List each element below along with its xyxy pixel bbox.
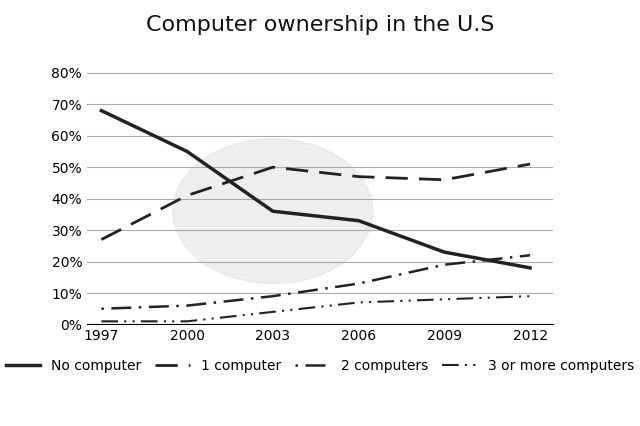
- Ellipse shape: [173, 139, 373, 284]
- Title: Computer ownership in the U.S: Computer ownership in the U.S: [146, 15, 494, 35]
- Legend: No computer, 1 computer, 2 computers, 3 or more computers: No computer, 1 computer, 2 computers, 3 …: [0, 353, 640, 378]
